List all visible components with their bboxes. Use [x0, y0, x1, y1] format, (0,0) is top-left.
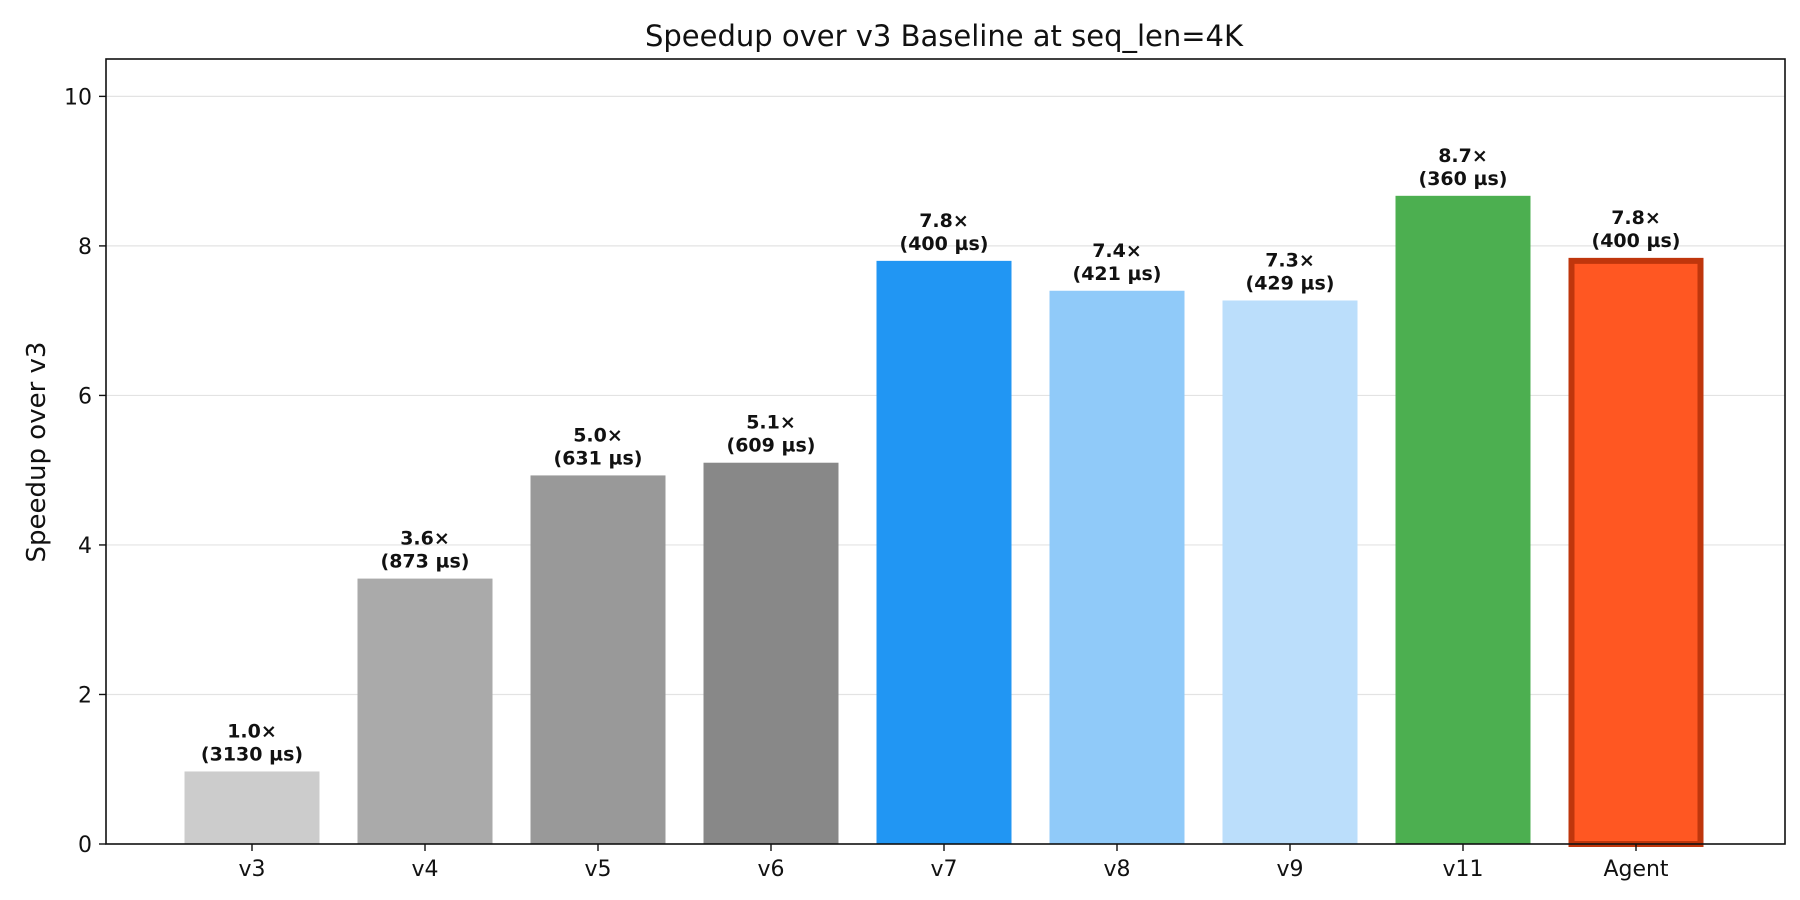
x-tick-label: Agent — [1603, 857, 1668, 882]
data-label-latency: (429 µs) — [1246, 272, 1335, 294]
bar-v9 — [1222, 300, 1358, 844]
y-tick-label: 8 — [78, 235, 92, 260]
x-tick-label: v3 — [238, 857, 265, 882]
data-label-speedup: 7.8× — [919, 210, 969, 232]
data-label-latency: (609 µs) — [727, 435, 816, 457]
bar-v5 — [530, 475, 666, 844]
data-label-speedup: 1.0× — [227, 720, 277, 742]
data-label-latency: (360 µs) — [1419, 168, 1508, 190]
x-tick-label: v9 — [1276, 857, 1303, 882]
x-tick-label: v8 — [1103, 857, 1130, 882]
bars — [184, 195, 1704, 848]
axis-ticks: 0 2 4 6 8 10 v3 v4 v5 v6 v7 v8 v9 v11 Agent — [64, 85, 1669, 882]
y-tick-label: 2 — [78, 683, 92, 708]
y-tick-label: 10 — [64, 85, 92, 110]
data-label-latency: (421 µs) — [1073, 263, 1162, 285]
y-tick-label: 4 — [78, 534, 92, 559]
data-label-speedup: 5.0× — [573, 424, 623, 446]
data-label-latency: (400 µs) — [1592, 230, 1681, 252]
data-label-speedup: 5.1× — [746, 412, 796, 434]
data-label-speedup: 8.7× — [1438, 145, 1488, 167]
bar-v8 — [1049, 290, 1185, 844]
y-tick-label: 6 — [78, 384, 92, 409]
data-label-speedup: 7.3× — [1265, 249, 1315, 271]
data-label-latency: (3130 µs) — [201, 743, 303, 765]
y-tick-label: 0 — [78, 833, 92, 858]
data-label-speedup: 3.6× — [400, 528, 450, 550]
y-axis-title: Speedup over v3 — [22, 342, 52, 563]
data-label-latency: (400 µs) — [900, 233, 989, 255]
data-label-speedup: 7.8× — [1611, 207, 1661, 229]
bar-v6 — [703, 462, 839, 844]
bar-v4 — [357, 578, 493, 844]
data-labels: 1.0×(3130 µs) 3.6×(873 µs) 5.0×(631 µs) 5.1… — [201, 145, 1681, 766]
bar-agent — [1568, 257, 1704, 848]
plot-area-frame — [105, 58, 1786, 845]
data-label-latency: (873 µs) — [381, 551, 470, 573]
chart-title: Speedup over v3 Baseline at seq_len=4K — [645, 19, 1244, 53]
x-tick-label: v7 — [930, 857, 957, 882]
x-tick-label: v5 — [584, 857, 611, 882]
x-tick-label: v6 — [757, 857, 784, 882]
bar-v3 — [184, 771, 320, 844]
bar-v7 — [876, 260, 1012, 844]
bar-v11 — [1395, 195, 1531, 845]
data-label-speedup: 7.4× — [1092, 240, 1142, 262]
x-tick-label: v4 — [411, 857, 438, 882]
data-label-latency: (631 µs) — [554, 447, 643, 469]
x-tick-label: v11 — [1442, 857, 1483, 882]
